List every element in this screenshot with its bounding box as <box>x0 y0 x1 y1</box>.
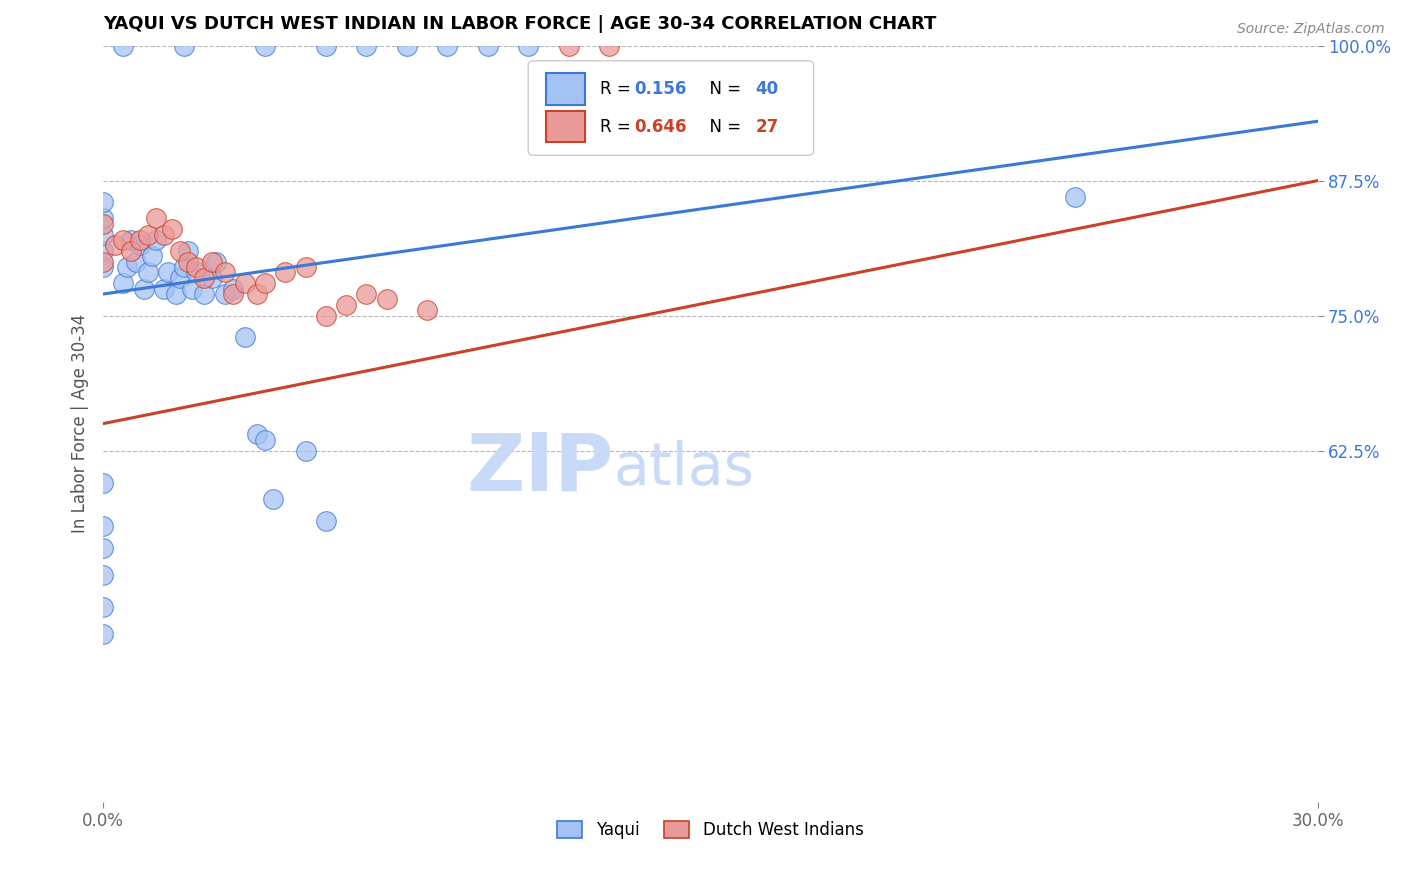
Point <box>177 244 200 258</box>
FancyBboxPatch shape <box>547 111 585 143</box>
Point <box>121 244 143 258</box>
Point <box>193 287 215 301</box>
Point <box>91 227 114 242</box>
Point <box>91 600 114 615</box>
Point <box>145 211 167 226</box>
Point <box>91 211 114 226</box>
Point <box>91 519 114 533</box>
Point <box>112 277 135 291</box>
Point <box>557 38 579 53</box>
Point <box>246 427 269 442</box>
Point <box>169 270 191 285</box>
Point <box>141 249 163 263</box>
Text: 0.646: 0.646 <box>634 118 686 136</box>
Point <box>254 38 277 53</box>
Point <box>124 254 146 268</box>
Point <box>233 330 256 344</box>
Point <box>91 244 114 258</box>
Point <box>201 270 224 285</box>
Text: 40: 40 <box>755 79 779 98</box>
Point <box>214 265 236 279</box>
Point <box>156 265 179 279</box>
Point <box>112 233 135 247</box>
Point <box>153 282 176 296</box>
Point <box>221 287 243 301</box>
Point <box>315 514 337 528</box>
Point <box>91 567 114 582</box>
Point <box>169 244 191 258</box>
Point <box>477 38 499 53</box>
Text: N =: N = <box>699 118 747 136</box>
Point <box>112 38 135 53</box>
Point <box>1063 190 1085 204</box>
Text: N =: N = <box>699 79 747 98</box>
Point <box>91 541 114 555</box>
Point <box>136 227 159 242</box>
Point <box>153 227 176 242</box>
Point <box>233 277 256 291</box>
Point <box>173 260 195 274</box>
Point <box>517 38 540 53</box>
Point <box>315 38 337 53</box>
Point <box>91 260 114 274</box>
Point <box>315 309 337 323</box>
Text: YAQUI VS DUTCH WEST INDIAN IN LABOR FORCE | AGE 30-34 CORRELATION CHART: YAQUI VS DUTCH WEST INDIAN IN LABOR FORC… <box>103 15 936 33</box>
Point <box>186 260 208 274</box>
Point <box>173 38 195 53</box>
Point <box>214 287 236 301</box>
Point <box>335 298 357 312</box>
Point <box>262 492 284 507</box>
Text: 0.156: 0.156 <box>634 79 686 98</box>
Point <box>91 475 114 490</box>
Point <box>91 195 114 210</box>
Point <box>136 265 159 279</box>
Point <box>165 287 187 301</box>
Y-axis label: In Labor Force | Age 30-34: In Labor Force | Age 30-34 <box>72 314 89 533</box>
Point <box>91 254 114 268</box>
Point <box>436 38 458 53</box>
Text: Source: ZipAtlas.com: Source: ZipAtlas.com <box>1237 22 1385 37</box>
Point <box>160 222 183 236</box>
Point <box>121 233 143 247</box>
Text: atlas: atlas <box>613 441 754 498</box>
Text: R =: R = <box>600 79 636 98</box>
Point <box>274 265 297 279</box>
Point <box>91 627 114 641</box>
Point <box>201 254 224 268</box>
Point <box>254 277 277 291</box>
Point <box>598 38 620 53</box>
Point <box>181 282 204 296</box>
Point <box>416 303 439 318</box>
Point <box>132 282 155 296</box>
Point <box>193 270 215 285</box>
Point <box>104 238 127 252</box>
Point <box>294 260 316 274</box>
Point <box>246 287 269 301</box>
FancyBboxPatch shape <box>547 73 585 104</box>
Point <box>177 254 200 268</box>
Point <box>375 293 398 307</box>
Point <box>128 238 150 252</box>
Point <box>354 38 377 53</box>
Text: 27: 27 <box>755 118 779 136</box>
Point <box>145 233 167 247</box>
Point <box>254 433 277 447</box>
Point <box>294 443 316 458</box>
Point <box>128 233 150 247</box>
FancyBboxPatch shape <box>529 61 814 155</box>
Point <box>395 38 418 53</box>
Point <box>354 287 377 301</box>
Point <box>91 217 114 231</box>
Point <box>205 254 228 268</box>
Point <box>186 265 208 279</box>
Legend: Yaqui, Dutch West Indians: Yaqui, Dutch West Indians <box>551 814 870 847</box>
Point <box>221 282 243 296</box>
Text: R =: R = <box>600 118 636 136</box>
Text: ZIP: ZIP <box>465 430 613 508</box>
Point <box>117 260 139 274</box>
